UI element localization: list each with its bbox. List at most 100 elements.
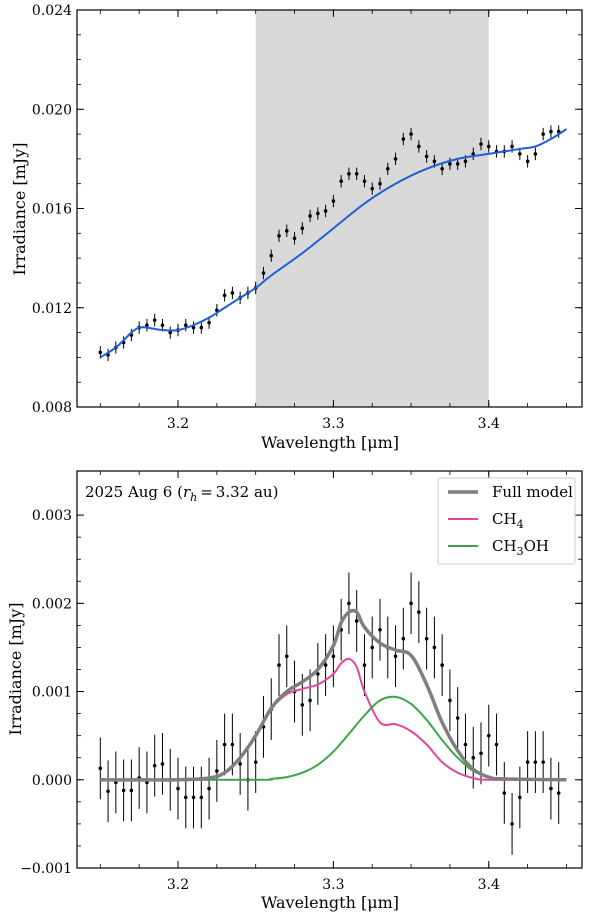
top-data-point: [463, 159, 468, 164]
bottom-data-point: [215, 769, 219, 773]
top-data-point: [370, 186, 375, 191]
top-data-point: [440, 167, 444, 171]
bottom-data-point: [222, 742, 227, 747]
bottom-y-tick-label: 0.003: [32, 508, 72, 524]
bottom-data-point: [401, 636, 406, 641]
bottom-y-tick-label: 0.001: [32, 685, 72, 701]
bottom-data-point: [424, 636, 429, 641]
top-y-tick-label: 0.008: [32, 400, 72, 416]
top-x-tick-label: 3.2: [167, 416, 189, 432]
legend-label-full-model: Full model: [492, 483, 573, 501]
date-annotation: 2025 Aug 6 (rh = 3.32 au): [85, 483, 278, 504]
top-data-point: [541, 132, 545, 136]
top-y-tick-label: 0.020: [32, 102, 72, 118]
top-data-point: [510, 144, 514, 149]
bottom-data-point: [378, 628, 382, 632]
legend-label-ch4: CH4: [492, 510, 524, 531]
top-data-point: [409, 132, 413, 136]
model-line-full: [100, 608, 567, 782]
legend: Full model CH4 CH3OH: [437, 477, 576, 565]
bottom-data-point: [370, 645, 375, 650]
legend-box: [437, 477, 576, 565]
top-data-point: [277, 233, 281, 238]
bottom-data-point: [362, 663, 367, 667]
bottom-data-point: [518, 795, 522, 800]
bottom-data-point: [556, 791, 561, 795]
top-data-point: [152, 318, 157, 322]
top-data-point: [183, 323, 188, 327]
bottom-data-point: [448, 698, 452, 703]
bottom-model-lines: [100, 608, 567, 782]
top-data-point: [432, 159, 437, 164]
bottom-data-point: [129, 788, 134, 793]
top-y-axis-label: Irradiance [mJy]: [10, 143, 29, 276]
bottom-x-tick-label: 3.2: [167, 877, 189, 893]
top-data-point: [284, 229, 289, 233]
bottom-data-point: [284, 654, 289, 659]
top-data-point: [533, 152, 538, 156]
top-y-tick-label: 0.012: [32, 301, 72, 317]
bottom-data-point: [510, 822, 514, 826]
top-data-point: [393, 157, 398, 161]
top-continuum-curve: [99, 128, 567, 359]
bottom-data-point: [316, 672, 320, 676]
top-data-point: [455, 162, 460, 166]
bottom-data-point: [121, 788, 126, 793]
top-data-point: [300, 226, 305, 231]
bottom-data-point: [347, 601, 351, 606]
bottom-data-point: [502, 791, 507, 795]
bottom-data-point: [308, 698, 312, 703]
bottom-data-point: [331, 654, 336, 659]
top-data-point: [486, 144, 491, 149]
bottom-x-tick-label: 3.3: [322, 877, 344, 893]
bottom-data-point: [152, 763, 157, 768]
bottom-data-point: [176, 786, 180, 791]
top-data-point: [261, 271, 266, 275]
bottom-data-point: [409, 601, 413, 606]
bottom-y-tick-label: −0.001: [20, 861, 72, 877]
top-data-point: [518, 152, 522, 156]
bottom-y-tick-label: 0.002: [32, 596, 72, 612]
bottom-axis-ticks: 3.2 3.3 3.4 −0.001 0.000 0.001 0.002 0.003: [20, 471, 582, 893]
top-data-point: [479, 142, 483, 146]
top-data-point: [98, 350, 103, 355]
top-y-tick-label: 0.024: [32, 3, 72, 19]
bottom-data-point: [253, 760, 258, 764]
bottom-data-point: [549, 786, 553, 791]
top-data-point: [549, 129, 553, 134]
bottom-data-point: [533, 760, 538, 764]
top-data-point: [230, 291, 235, 295]
top-x-tick-label: 3.4: [478, 416, 500, 432]
bottom-data-point: [494, 742, 499, 747]
bottom-x-tick-label: 3.4: [478, 877, 500, 893]
bottom-panel: 3.2 3.3 3.4 −0.001 0.000 0.001 0.002 0.003 Wave…: [6, 470, 583, 912]
bottom-data-point: [300, 702, 305, 707]
top-shaded-region: [255, 10, 489, 407]
legend-entry-ch4: CH4: [448, 510, 524, 531]
top-data-point: [424, 154, 429, 159]
bottom-data-point: [277, 663, 281, 667]
top-x-tick-label: 3.3: [322, 416, 344, 432]
bottom-data-point: [479, 751, 483, 756]
top-data-point: [448, 162, 452, 166]
top-data-point: [385, 167, 390, 171]
top-panel: 3.2 3.3 3.4 0.008 0.012 0.016 0.020 0.024 Wavel…: [10, 3, 583, 452]
top-data-point: [347, 171, 351, 176]
top-data-point: [222, 293, 227, 298]
legend-entry-full-model: Full model: [448, 483, 573, 501]
bottom-data-point: [541, 760, 545, 764]
legend-entry-ch3oh: CH3OH: [448, 537, 549, 558]
top-data-point: [339, 179, 343, 184]
bottom-data-point: [417, 610, 421, 614]
top-y-tick-label: 0.016: [32, 202, 72, 218]
bottom-data-point: [160, 762, 165, 766]
top-data-point: [199, 325, 204, 330]
top-data-point: [401, 137, 406, 141]
bottom-data-point: [471, 755, 476, 760]
bottom-data-point: [230, 742, 235, 747]
bottom-y-tick-label: 0.000: [32, 773, 72, 789]
legend-label-ch3oh: CH3OH: [492, 537, 549, 558]
bottom-data-point: [199, 795, 204, 800]
bottom-data-point: [207, 786, 211, 791]
bottom-x-axis-label: Wavelength [μm]: [261, 893, 399, 912]
